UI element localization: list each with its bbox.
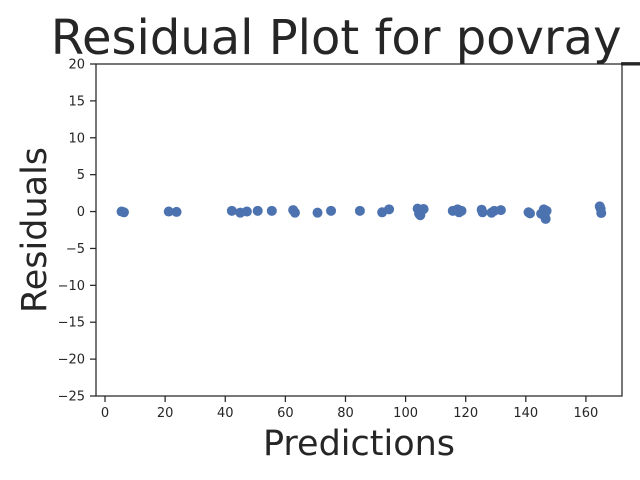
- data-point: [456, 205, 467, 216]
- data-point: [418, 203, 429, 214]
- data-point: [384, 204, 395, 215]
- data-point: [354, 205, 365, 216]
- data-point: [226, 205, 237, 216]
- y-tick-label: −20: [58, 353, 85, 368]
- x-tick-label: 60: [277, 406, 294, 421]
- data-point: [241, 206, 252, 217]
- data-point: [525, 208, 536, 219]
- chart-title: Residual Plot for povray_r: [51, 10, 640, 66]
- data-point: [163, 206, 174, 217]
- y-tick-label: −25: [58, 390, 85, 405]
- y-tick-label: 20: [68, 58, 85, 73]
- y-tick-label: 15: [68, 94, 85, 109]
- x-tick-label: 160: [574, 406, 599, 421]
- data-point: [266, 205, 277, 216]
- data-point: [289, 207, 300, 218]
- data-point: [495, 205, 506, 216]
- x-tick-label: 40: [217, 406, 234, 421]
- data-point: [540, 213, 551, 224]
- data-point: [312, 207, 323, 218]
- plot-frame: [95, 63, 623, 397]
- y-tick-label: 5: [77, 168, 85, 183]
- data-point: [326, 205, 337, 216]
- y-tick-label: 10: [68, 131, 85, 146]
- data-point: [171, 206, 182, 217]
- y-axis-label: Residuals: [15, 147, 55, 313]
- data-points: [116, 201, 607, 224]
- x-tick-label: 120: [453, 406, 478, 421]
- x-tick-label: 0: [101, 406, 109, 421]
- data-point: [118, 207, 129, 218]
- y-tick-label: −5: [66, 242, 85, 257]
- data-point: [596, 208, 607, 219]
- x-tick-label: 20: [157, 406, 174, 421]
- x-tick-label: 100: [393, 406, 418, 421]
- data-point: [252, 205, 263, 216]
- axis-ticks: 0 20 40 60 80 100 120 140 160 −25 −20 −15 −10 −5 0 5 10 1…: [58, 58, 599, 422]
- x-tick-label: 140: [513, 406, 538, 421]
- data-point: [477, 207, 488, 218]
- data-point: [541, 205, 552, 216]
- x-axis-label: Predictions: [263, 424, 455, 464]
- y-tick-label: −10: [58, 279, 85, 294]
- x-tick-label: 80: [337, 406, 354, 421]
- y-tick-label: 0: [77, 205, 85, 220]
- y-tick-label: −15: [58, 316, 85, 331]
